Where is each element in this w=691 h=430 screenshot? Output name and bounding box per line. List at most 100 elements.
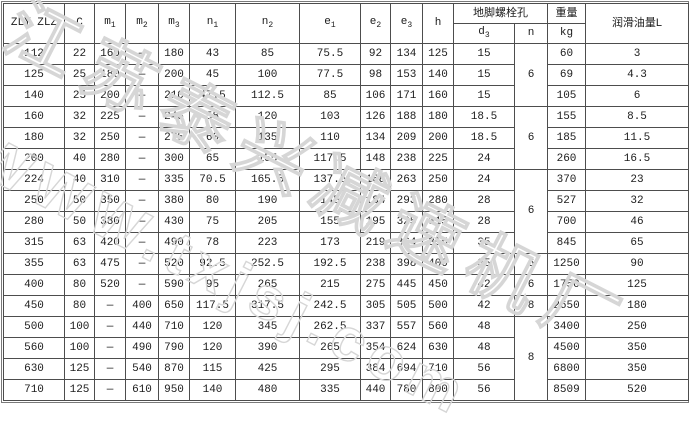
cell: — xyxy=(125,148,159,170)
cell: 43 xyxy=(189,43,236,65)
table-row: 315 63 420—490 78 223 173 219 364 355 35 845 65 xyxy=(3,232,689,254)
cell: — xyxy=(125,127,159,149)
cell: 165.5 xyxy=(235,169,300,191)
cell: 200 xyxy=(3,148,65,170)
cell: 490 xyxy=(125,337,159,359)
cell: — xyxy=(125,43,159,65)
cell: 125 xyxy=(3,64,65,86)
cell: 110 xyxy=(299,127,361,149)
cell: 3400 xyxy=(547,316,586,338)
cell: 710 xyxy=(3,379,65,401)
cell: 22 xyxy=(64,43,95,65)
cell: 200 xyxy=(422,127,454,149)
col-e2: e2 xyxy=(360,3,391,44)
table-row: 224 40 310—335 70.5 165.5 137.5 168 263 250 24 6 … xyxy=(3,169,689,254)
cell: 265 xyxy=(235,274,300,296)
cell: 48 xyxy=(453,337,515,359)
col-d3: d3 xyxy=(453,23,515,44)
cell: 250 xyxy=(585,316,689,338)
cell: 180 xyxy=(3,127,65,149)
cell: 46 xyxy=(585,211,689,233)
cell: 24 xyxy=(453,169,515,191)
cell: 845 xyxy=(547,232,586,254)
cell-n-merged: 6 xyxy=(514,43,548,107)
cell: 85 xyxy=(299,85,361,107)
cell: 180 xyxy=(585,295,689,317)
cell: 25 xyxy=(64,85,95,107)
cell: 630 xyxy=(3,358,65,380)
cell: — xyxy=(94,379,126,401)
cell-n-merged: 8 xyxy=(514,316,548,401)
cell: 112 xyxy=(3,43,65,65)
cell: 780 xyxy=(390,379,423,401)
cell: 60 xyxy=(547,43,586,65)
cell: 195 xyxy=(360,211,391,233)
table-row: 710 125—610 950 140 480 335 440 780 800 56 8509 52… xyxy=(3,379,689,401)
cell: 77.5 xyxy=(299,64,361,86)
cell: 560 xyxy=(422,316,454,338)
cell: 380 xyxy=(94,211,126,233)
cell: 355 xyxy=(422,232,454,254)
cell: 40 xyxy=(64,148,95,170)
cell: 115 xyxy=(189,358,236,380)
cell: 225 xyxy=(422,148,454,170)
cell: 293 xyxy=(390,190,423,212)
cell: 120 xyxy=(235,106,300,128)
cell: 305 xyxy=(360,295,391,317)
col-h: h xyxy=(422,3,454,44)
cell: 650 xyxy=(158,295,190,317)
cell: — xyxy=(125,253,159,275)
cell-n: 6 xyxy=(514,274,548,296)
cell: 263 xyxy=(390,169,423,191)
cell: 252.5 xyxy=(235,253,300,275)
cell: 2650 xyxy=(547,295,586,317)
cell: 160 xyxy=(422,85,454,107)
cell: 80 xyxy=(189,190,236,212)
cell: 78 xyxy=(189,232,236,254)
col-group-anchor-bolt-holes: 地脚螺栓孔 xyxy=(453,3,548,24)
cell: 250 xyxy=(94,127,126,149)
cell: — xyxy=(125,106,159,128)
cell: 100 xyxy=(64,337,95,359)
reducer-dimension-table: ZLY ZLZ C m1 m2 m3 n1 n2 e1 e2 e3 h 地脚螺栓… xyxy=(3,3,689,401)
col-weight-unit: kg xyxy=(547,23,586,44)
cell: 450 xyxy=(3,295,65,317)
cell: 145 xyxy=(299,190,361,212)
table-row: 180 32 250—275 60 135 110 134 209 200 18.5 185 11.… xyxy=(3,127,689,149)
cell: 500 xyxy=(3,316,65,338)
col-n: n xyxy=(514,23,548,44)
cell: 238 xyxy=(390,148,423,170)
cell: 173 xyxy=(299,232,361,254)
cell: 180 xyxy=(158,43,190,65)
cell: 225 xyxy=(94,106,126,128)
cell: 171 xyxy=(390,85,423,107)
cell: — xyxy=(125,190,159,212)
cell: — xyxy=(125,169,159,191)
cell: 560 xyxy=(3,337,65,359)
cell: 134 xyxy=(360,127,391,149)
cell: 6800 xyxy=(547,358,586,380)
cell: 350 xyxy=(585,337,689,359)
cell: 28 xyxy=(453,190,515,212)
table-body: 112 22 160—180 43 85 75.5 92 134 125 15 6 60 3 125… xyxy=(3,43,689,401)
cell: 480 xyxy=(235,379,300,401)
cell-n: 8 xyxy=(514,295,548,317)
cell: 134 xyxy=(390,43,423,65)
cell-n-merged: 6 xyxy=(514,169,548,254)
cell: 95 xyxy=(189,274,236,296)
cell: 140 xyxy=(189,379,236,401)
cell: 28 xyxy=(453,211,515,233)
cell: 42 xyxy=(453,274,515,296)
cell: 125 xyxy=(422,43,454,65)
cell: 60 xyxy=(189,127,236,149)
cell: 140 xyxy=(422,64,454,86)
cell: 440 xyxy=(125,316,159,338)
col-m3: m3 xyxy=(158,3,190,44)
cell: 69 xyxy=(547,64,586,86)
col-model: ZLY ZLZ xyxy=(3,3,65,44)
cell: — xyxy=(94,316,126,338)
cell: 694 xyxy=(390,358,423,380)
cell: 315 xyxy=(422,211,454,233)
cell: 1750 xyxy=(547,274,586,296)
table-row: 112 22 160—180 43 85 75.5 92 134 125 15 6 60 3 xyxy=(3,43,689,107)
